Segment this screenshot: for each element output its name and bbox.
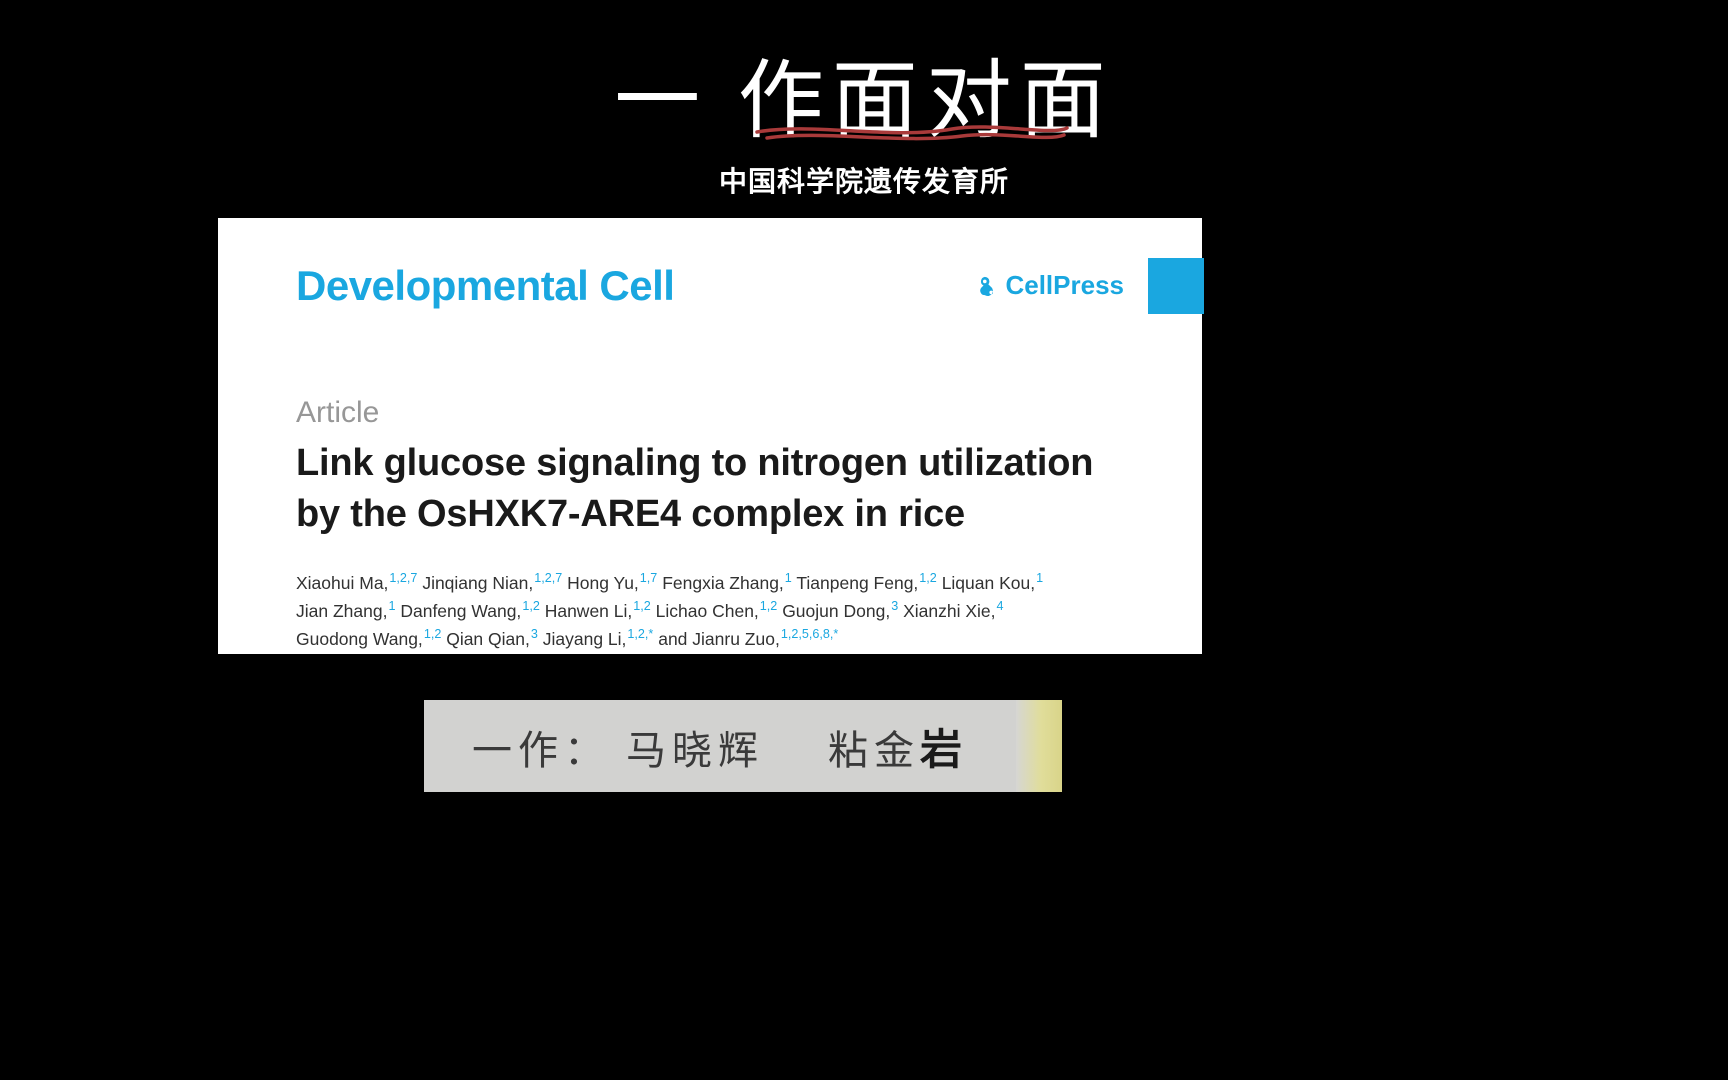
sticky-name-1: 马晓辉: [626, 728, 764, 773]
sticky-note-text: 一作： 马晓辉 粘金岩: [472, 716, 964, 777]
cellpress-icon: [977, 275, 999, 297]
article-title-line1: Link glucose signaling to nitrogen utili…: [296, 442, 1093, 484]
sticky-name-2-tail: 岩: [920, 726, 964, 773]
institution-subtitle: 中国科学院遗传发育所: [0, 160, 1728, 200]
publisher-label: CellPress: [1005, 270, 1124, 301]
article-title: Link glucose signaling to nitrogen utili…: [296, 438, 1124, 541]
paper-card: Developmental Cell CellPress Article Lin…: [218, 218, 1202, 654]
sticky-name-2-prefix: 粘金: [828, 728, 920, 773]
slide-stage: 一 作面对面 中国科学院遗传发育所 Developmental Cell Cel…: [0, 0, 1728, 1080]
publisher-badge: CellPress: [977, 270, 1124, 301]
article-title-line2: by the OsHXK7-ARE4 complex in rice: [296, 493, 965, 535]
handwritten-underline: [752, 120, 1072, 144]
sticky-note: 一作： 马晓辉 粘金岩: [424, 700, 1062, 792]
author-list: Xiaohui Ma,1,2,7 Jinqiang Nian,1,2,7 Hon…: [296, 569, 1056, 653]
article-type-label: Article: [296, 396, 1124, 430]
sticky-label: 一作：: [472, 728, 610, 773]
